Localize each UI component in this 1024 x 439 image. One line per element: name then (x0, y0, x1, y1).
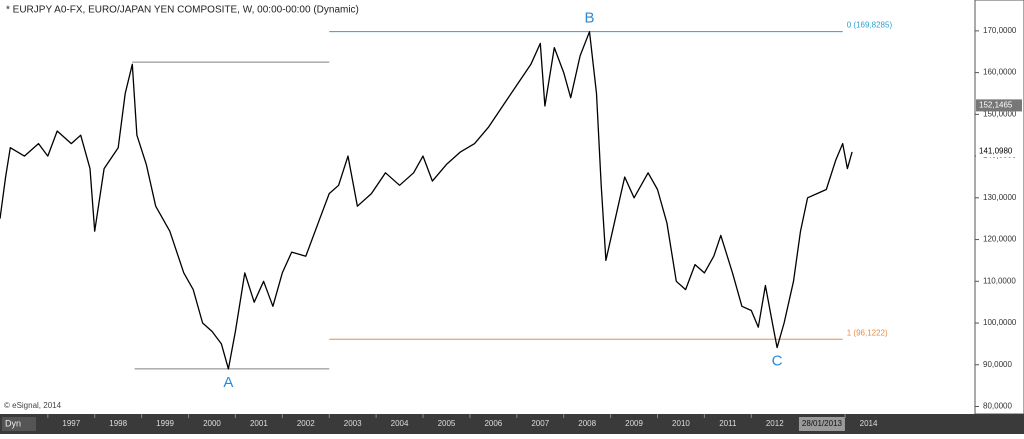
y-tick-label: 80,0000 (983, 402, 1012, 411)
x-tick-label: 2007 (531, 419, 549, 428)
mode-label[interactable]: Dyn (5, 418, 21, 428)
x-tick-label: 2005 (438, 419, 456, 428)
x-tick-label: 2012 (766, 419, 784, 428)
y-tick-label: 90,0000 (983, 360, 1012, 369)
wave-label: B (584, 10, 594, 27)
x-tick-label: 1998 (109, 419, 127, 428)
price-marker-label: 152,1465 (979, 101, 1013, 110)
y-tick-label: 110,0000 (983, 276, 1016, 285)
x-tick-label: 2001 (250, 419, 268, 428)
chart-title: * EURJPY A0-FX, EURO/JAPAN YEN COMPOSITE… (6, 5, 359, 16)
price-marker (976, 99, 1022, 112)
credit: © eSignal, 2014 (4, 401, 62, 410)
x-tick-label: 2010 (672, 419, 690, 428)
x-tick-label: 2000 (203, 419, 221, 428)
x-tick-label: 2002 (297, 419, 315, 428)
y-tick-label: 130,0000 (983, 193, 1017, 202)
cursor-date-box (798, 417, 845, 431)
price-line (0, 31, 853, 370)
mode-box[interactable] (2, 417, 36, 431)
x-tick-label: 1997 (62, 419, 80, 428)
wave-label: C (772, 353, 783, 370)
x-axis-panel (0, 414, 1024, 434)
x-tick-label: 2004 (391, 419, 409, 428)
x-tick-label: 2009 (625, 419, 643, 428)
cursor-date-label: 28/01/2013 (802, 419, 843, 428)
price-marker-label: 141,0980 (979, 147, 1013, 156)
level-label: 0 (169,8285) (847, 21, 893, 30)
y-tick-label: 120,0000 (983, 235, 1017, 244)
x-tick-label: 1999 (156, 419, 174, 428)
x-tick-label: 2008 (578, 419, 596, 428)
price-marker (976, 145, 1022, 158)
x-tick-label: 2006 (484, 419, 502, 428)
y-axis-panel (974, 0, 1024, 415)
y-tick-label: 150,0000 (983, 109, 1017, 118)
x-tick-label: 2003 (344, 419, 362, 428)
x-tick-label: 2011 (719, 419, 737, 428)
y-tick-label: 170,0000 (983, 26, 1017, 35)
level-label: 1 (96,1222) (847, 328, 888, 337)
y-tick-label: 160,0000 (983, 68, 1017, 77)
x-tick-label: 2014 (860, 419, 878, 428)
wave-label: A (223, 374, 233, 391)
y-tick-label: 100,0000 (983, 318, 1017, 327)
